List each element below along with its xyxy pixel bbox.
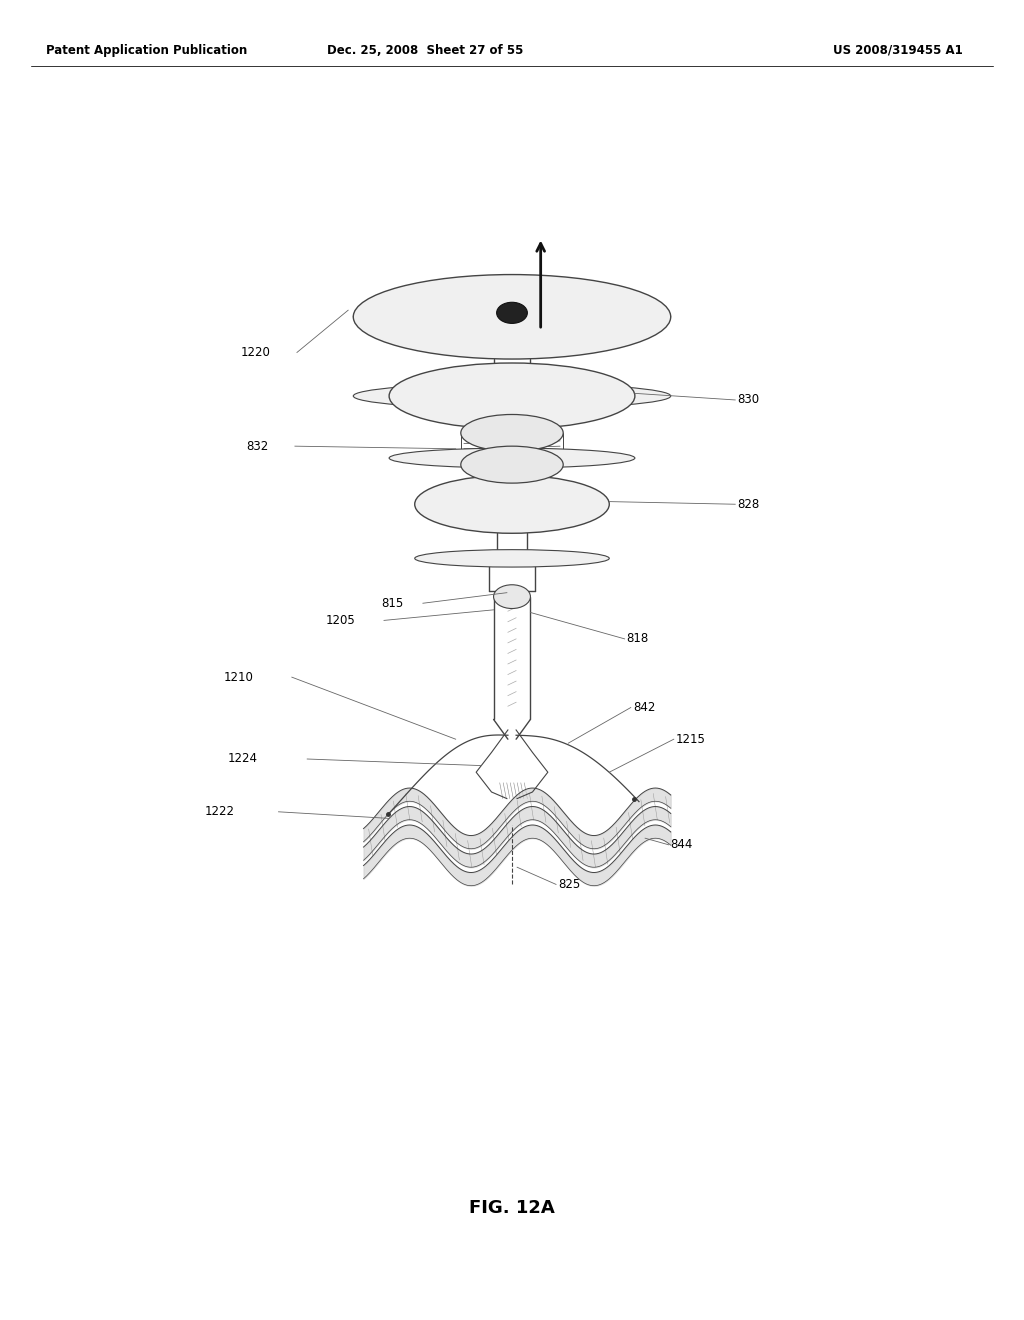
Text: 832: 832 [246,440,268,453]
Text: FIG. 12A: FIG. 12A [469,1199,555,1217]
Text: 828: 828 [737,498,760,511]
Text: 1215: 1215 [676,733,706,746]
Ellipse shape [461,446,563,483]
Ellipse shape [389,363,635,429]
Text: Patent Application Publication: Patent Application Publication [46,44,248,57]
Ellipse shape [389,449,635,469]
Text: 1205: 1205 [326,614,355,627]
Text: 1224: 1224 [227,752,257,766]
Ellipse shape [461,414,563,451]
Text: 844: 844 [671,838,693,851]
Text: 825: 825 [558,878,581,891]
Ellipse shape [353,383,671,409]
Text: US 2008/319455 A1: US 2008/319455 A1 [833,44,963,57]
Ellipse shape [494,585,530,609]
Text: 815: 815 [381,597,403,610]
Text: 818: 818 [627,632,649,645]
Ellipse shape [415,549,609,568]
Text: 830: 830 [737,393,760,407]
Ellipse shape [497,302,527,323]
Text: Dec. 25, 2008  Sheet 27 of 55: Dec. 25, 2008 Sheet 27 of 55 [327,44,523,57]
Ellipse shape [415,475,609,533]
Text: 842: 842 [633,701,655,714]
Text: 1220: 1220 [241,346,270,359]
Text: 1222: 1222 [205,805,234,818]
Text: 1210: 1210 [223,671,253,684]
Ellipse shape [353,275,671,359]
